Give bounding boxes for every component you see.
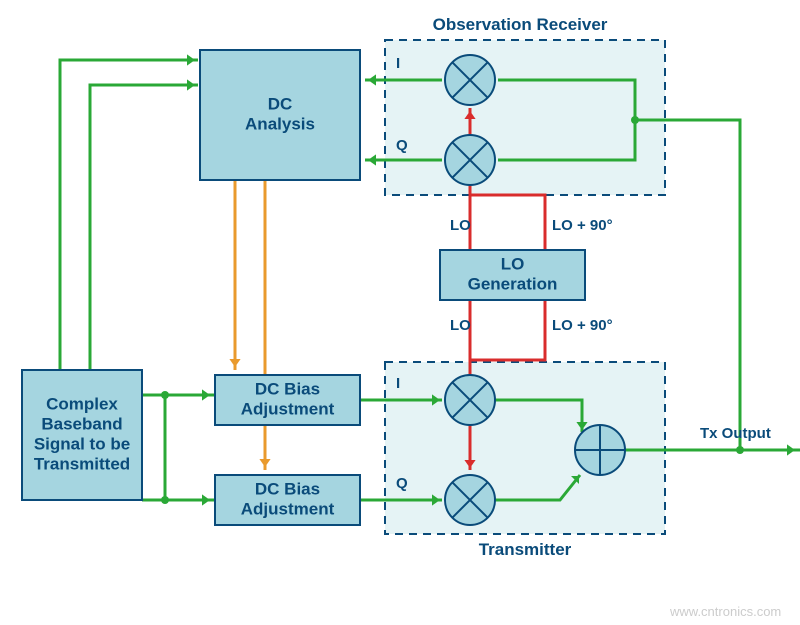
junction [161,496,169,504]
source-label: Transmitted [34,454,130,473]
label-lo_top_r: LO + 90° [552,217,613,234]
bias_i-label: DC Bias [255,379,320,398]
transmitter-title: Transmitter [479,540,572,559]
source-label: Complex [46,394,118,413]
wire [90,85,198,370]
label-lo_top_l: LO [450,217,471,234]
junction [736,446,744,454]
bias_q-label: Adjustment [241,499,335,518]
label-rx_q: Q [396,137,408,154]
wire [142,395,165,500]
label-rx_i: I [396,55,400,72]
receiver-title: Observation Receiver [433,15,608,34]
wire [60,60,198,370]
lo-label: Generation [468,274,558,293]
junction [161,391,169,399]
source-label: Baseband [41,414,122,433]
label-lo_bot_l: LO [450,317,471,334]
dc_analysis-label: DC [268,94,293,113]
label-tx_q: Q [396,475,408,492]
source-label: Signal to be [34,434,130,453]
label-lo_bot_r: LO + 90° [552,317,613,334]
junction [631,116,639,124]
dc_analysis-label: Analysis [245,114,315,133]
watermark: www.cntronics.com [669,604,781,619]
bias_q-label: DC Bias [255,479,320,498]
lo-label: LO [501,254,525,273]
bias_i-label: Adjustment [241,399,335,418]
label-tx_i: I [396,375,400,392]
label-tx_out: Tx Output [700,425,771,442]
receiver-box [385,40,665,195]
